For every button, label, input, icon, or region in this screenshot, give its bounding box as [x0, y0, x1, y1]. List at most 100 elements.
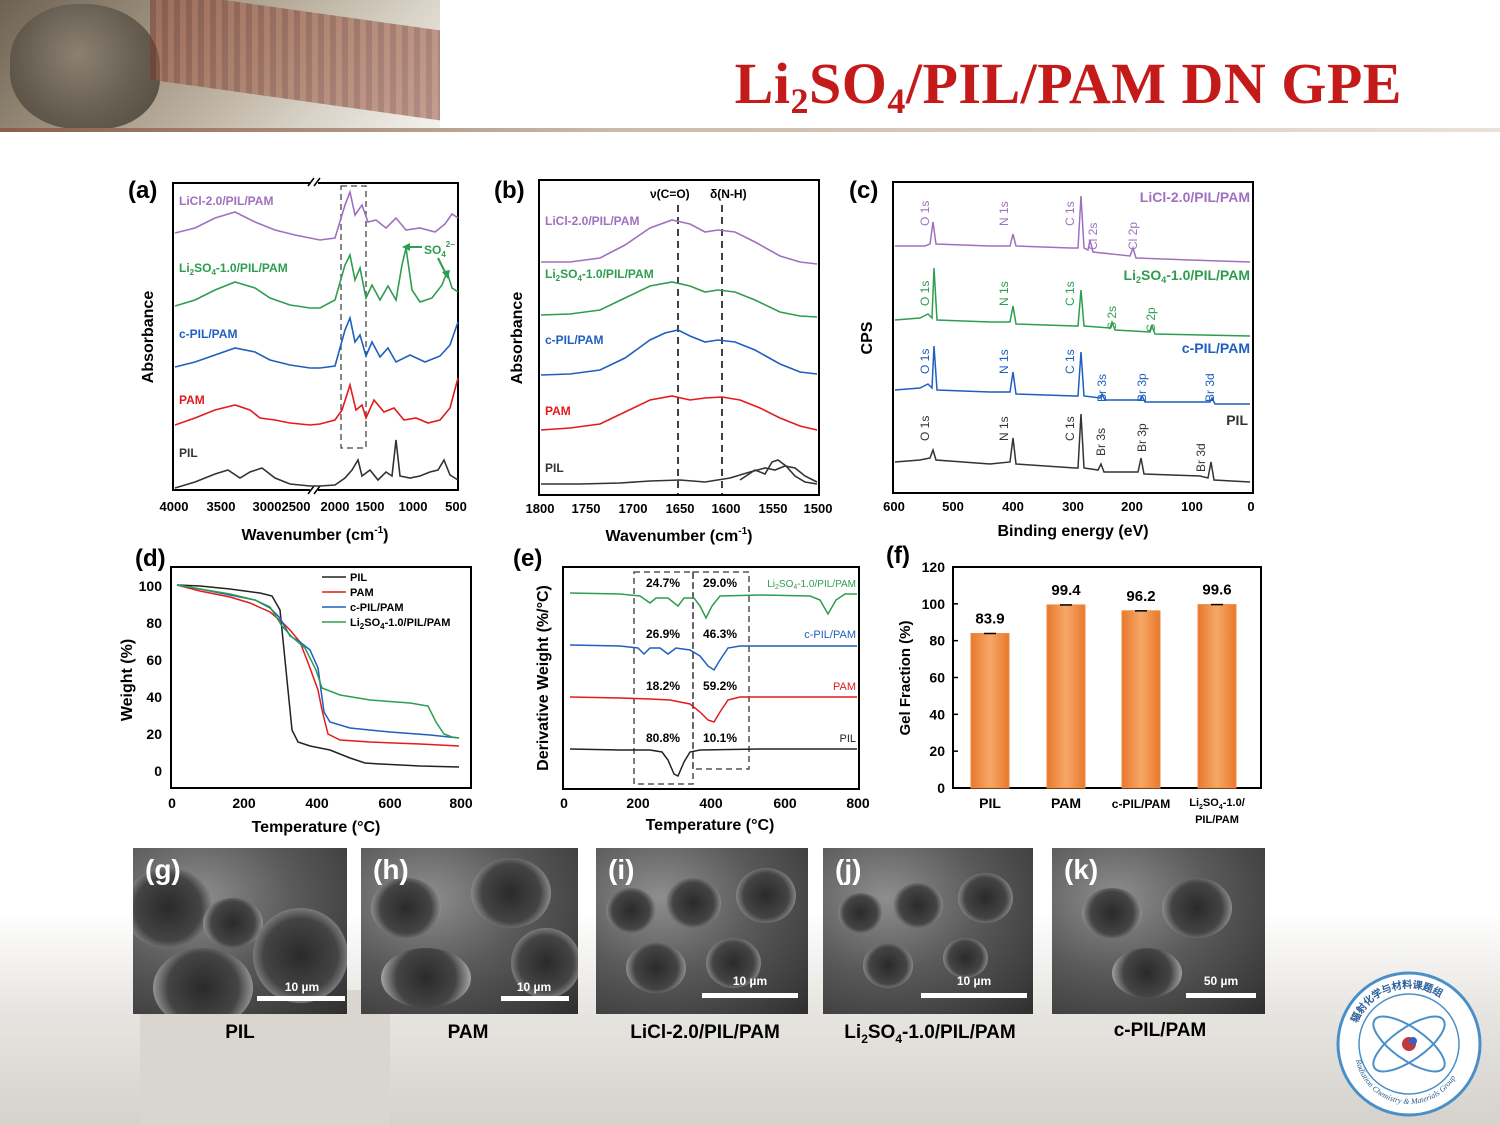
spectrum-licl	[895, 195, 1251, 263]
peak-label: N 1s	[997, 349, 1011, 374]
scale-label: 50 µm	[1203, 974, 1239, 988]
tick-label: 500	[942, 499, 964, 514]
peak-label: S 2s	[1105, 306, 1119, 330]
tick-label: 0	[154, 763, 162, 779]
tick-label: 60	[146, 652, 162, 668]
category-label-line2: PIL/PAM	[1195, 814, 1239, 826]
spectrum-pam	[174, 377, 459, 426]
panel-d-xlabel: Temperature (°C)	[252, 819, 381, 836]
label-li2so4: Li2SO4-1.0/PIL/PAM	[1124, 267, 1250, 285]
legend-label: PIL	[350, 572, 367, 584]
sem-pore	[893, 883, 943, 928]
scale-bar	[1186, 993, 1256, 998]
panel-c-ylabel: CPS	[859, 321, 876, 354]
scale-label: 10 µm	[732, 974, 768, 988]
percent-right: 29.0% 46.3% 59.2% 10.1%	[703, 576, 737, 745]
slide-title: Li2SO4/PIL/PAM DN GPE	[735, 50, 1402, 122]
dtg-pam	[569, 696, 857, 723]
tick-label: 800	[846, 795, 870, 811]
caption-part: SO	[867, 1022, 896, 1043]
panel-e-xlabel: Temperature (°C)	[646, 817, 775, 834]
label-pil: PIL	[545, 461, 564, 475]
lbl-part: Li	[179, 261, 190, 275]
panel-a-xticks: 4000 3500 3000 2500 2000 1500 1000 500	[160, 499, 467, 514]
sem-pore	[943, 938, 988, 978]
header-photo	[0, 0, 440, 132]
value-label: 99.6	[1202, 582, 1231, 599]
peak-label: Br 3d	[1203, 373, 1217, 402]
panel-c-label: (c)	[849, 177, 878, 204]
panel-f: (f) 83.9 99.4 96.2 99.6 0 20 40 60 80 100 120 PIL…	[886, 542, 1262, 826]
panel-a: (a) LiCl-2.0/PIL/PAM Li2SO4-1.0/PIL/PAM …	[128, 177, 467, 544]
xlabel-part: )	[747, 528, 752, 545]
lbl-part: SO	[1203, 797, 1219, 809]
spectrum-cpil	[174, 315, 459, 369]
curve-pil	[176, 584, 460, 768]
peak-labels-li2so4: O 1s N 1s C 1s S 2s S 2p	[918, 281, 1158, 332]
peak-label: Br 3s	[1095, 374, 1109, 402]
sem-pore	[1162, 878, 1232, 938]
panel-b-xlabel: Wavenumber (cm-1)	[605, 526, 752, 545]
logo-nucleus-dot	[1409, 1037, 1417, 1045]
title-sub: 2	[790, 81, 809, 121]
sem-image-pil: (g) 10 µm	[133, 848, 347, 1014]
lbl-sub: 4	[211, 268, 216, 277]
percent-label: 10.1%	[703, 731, 737, 745]
label-cpil: c-PIL/PAM	[804, 629, 856, 641]
tick-label: 1700	[619, 501, 648, 516]
label-li2so4: Li2SO4-1.0/PIL/PAM	[545, 267, 654, 283]
percent-label: 46.3%	[703, 627, 737, 641]
peak-label: O 1s	[918, 349, 932, 374]
sem-image-licl: (i) 10 µm	[596, 848, 808, 1014]
panel-e-ylabel: Derivative Weight (%/°C)	[535, 585, 552, 771]
sem-pore	[133, 868, 213, 948]
category-label-li2so4: Li2SO4-1.0/	[1189, 797, 1245, 811]
panel-a-xlabel: Wavenumber (cm-1)	[241, 525, 388, 544]
peak-label: O 1s	[918, 281, 932, 306]
lbl-part: SO	[779, 579, 794, 590]
tick-label: 20	[929, 743, 945, 759]
panel-a-ylabel: Absorbance	[140, 291, 157, 384]
lbl-sub: 4	[1161, 275, 1166, 285]
sem-pore	[1082, 888, 1142, 938]
tick-label: 1800	[526, 501, 555, 516]
panel-f-yticks: 0 20 40 60 80 100 120	[922, 559, 958, 796]
peak-label: N 1s	[997, 416, 1011, 441]
lbl-sub: 2	[556, 274, 561, 283]
tick-label: 3500	[207, 499, 236, 514]
lbl-sub: 2	[360, 622, 365, 631]
sem-pore	[371, 878, 441, 938]
lbl-sub: 4	[793, 584, 797, 591]
spectrum-pam	[540, 395, 818, 431]
axis-break-mark	[307, 485, 315, 495]
panel-b-ylabel: Absorbance	[509, 292, 526, 385]
marker-label-nh: δ(N-H)	[710, 187, 747, 201]
peak-label: Br 3d	[1194, 443, 1208, 472]
percent-label: 26.9%	[646, 627, 680, 641]
caption-licl: LiCl-2.0/PIL/PAM	[630, 1022, 780, 1043]
panel-c-xlabel: Binding energy (eV)	[997, 523, 1148, 540]
bar-4	[1197, 604, 1237, 789]
spectrum-li2so4	[540, 281, 818, 318]
header-divider	[0, 128, 1500, 132]
peak-label: Cl 2p	[1126, 222, 1140, 250]
curve-li2so4	[176, 584, 460, 739]
panel-c-xticks: 600 500 400 300 200 100 0	[883, 499, 1254, 514]
percent-left: 24.7% 26.9% 18.2% 80.8%	[646, 576, 680, 745]
panel-d-ylabel: Weight (%)	[119, 639, 136, 721]
value-label: 83.9	[975, 610, 1004, 627]
annotation-arrowhead	[402, 243, 410, 251]
tick-label: 60	[929, 670, 945, 686]
xlabel-part: )	[383, 527, 388, 544]
sem-tag: (i)	[608, 854, 635, 885]
label-pam: PAM	[833, 681, 856, 693]
axis-break-mark	[313, 485, 321, 495]
percent-label: 18.2%	[646, 679, 680, 693]
sem-image-pam: (h) 10 µm	[361, 848, 578, 1014]
caption-cpil: c-PIL/PAM	[1113, 1020, 1207, 1041]
legend-label-li2so4: Li2SO4-1.0/PIL/PAM	[350, 617, 450, 631]
label-cpil: c-PIL/PAM	[545, 333, 603, 347]
region-box-left	[633, 571, 694, 785]
tick-label: 200	[626, 795, 650, 811]
category-label: c-PIL/PAM	[1112, 797, 1170, 811]
